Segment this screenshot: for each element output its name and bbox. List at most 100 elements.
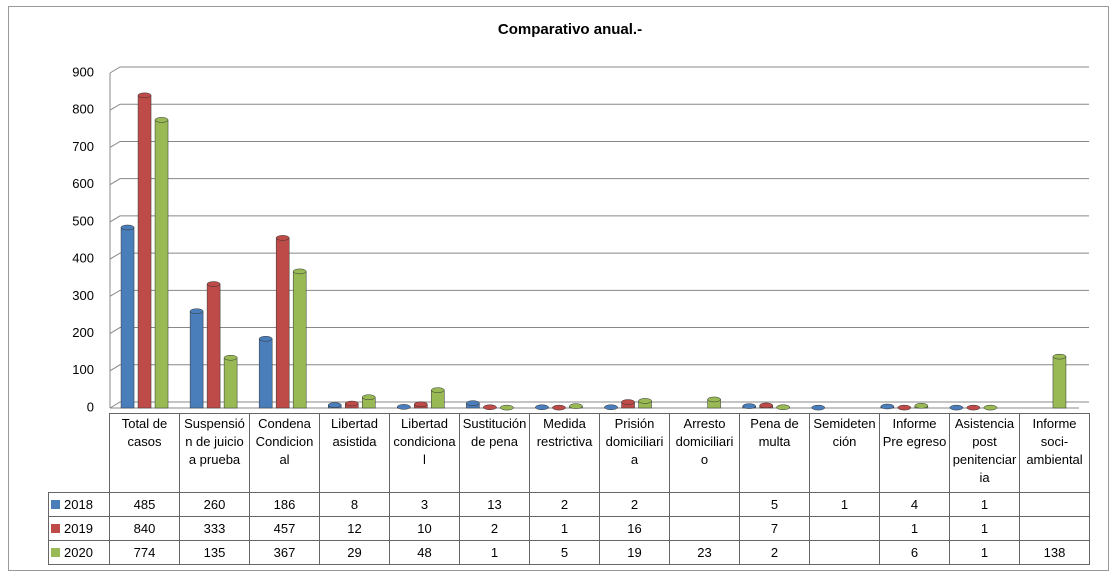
bar-cap <box>206 281 221 287</box>
series-row: 2018 485 260 186 8 3 13 2 2 5 1 4 1 <box>48 492 1090 517</box>
cat: Condena Condicional <box>249 413 320 493</box>
bar <box>707 396 721 409</box>
bar <box>120 224 135 409</box>
val: 23 <box>669 540 740 565</box>
bar <box>466 400 480 409</box>
cat: Sustitución de pena <box>459 413 530 493</box>
bar-cap <box>120 224 135 231</box>
bar <box>258 336 273 409</box>
bar-body <box>206 283 221 409</box>
cat: Prisión domiciliaria <box>599 413 670 493</box>
bar <box>880 403 895 410</box>
bar <box>189 308 204 409</box>
bar <box>604 404 618 411</box>
bar-cap <box>621 399 635 405</box>
y-tick-label: 300 <box>72 288 94 303</box>
bar-cap <box>811 404 825 411</box>
chart-title: Comparativo anual.- <box>498 21 642 38</box>
bar-cap <box>552 404 566 411</box>
bar-body <box>137 95 152 409</box>
val <box>1019 516 1090 541</box>
bar-body <box>120 227 135 409</box>
val: 10 <box>389 516 460 541</box>
bar <box>621 399 635 409</box>
cat: Informe soci-ambiental <box>1019 413 1090 493</box>
y-tick-label: 700 <box>72 139 94 154</box>
bar <box>897 404 912 411</box>
val: 3 <box>389 492 460 517</box>
bar-cap <box>397 404 411 410</box>
cat: Medida restrictiva <box>529 413 600 493</box>
val: 2 <box>529 492 600 517</box>
cat: Total de casos <box>109 413 180 493</box>
bar <box>414 401 428 409</box>
legend-label: 2019 <box>64 521 93 536</box>
val: 186 <box>249 492 320 517</box>
val: 260 <box>179 492 250 517</box>
y-tick-label: 800 <box>72 102 94 117</box>
bar-cap <box>535 404 549 411</box>
bar-cap <box>431 387 445 393</box>
ser: 2018 <box>48 492 110 517</box>
bar-cap <box>707 396 721 403</box>
bar <box>206 281 221 409</box>
val: 1 <box>879 516 950 541</box>
val <box>1019 492 1090 517</box>
bar-cap <box>154 117 169 123</box>
legend-key <box>51 524 60 533</box>
bar <box>223 355 238 409</box>
bar-cap <box>1052 353 1067 360</box>
val: 457 <box>249 516 320 541</box>
val: 485 <box>109 492 180 517</box>
bar-cap <box>137 92 152 99</box>
bar-body <box>292 271 307 409</box>
val: 1 <box>529 516 600 541</box>
bar-cap <box>759 402 773 409</box>
bar-body <box>258 338 273 409</box>
bar-cap <box>949 404 964 411</box>
val: 7 <box>739 516 810 541</box>
bar-cap <box>414 401 428 408</box>
cat: Suspensión de juicio a prueba <box>179 413 250 493</box>
val: 16 <box>599 516 670 541</box>
val: 135 <box>179 540 250 565</box>
bar-cap <box>983 404 998 411</box>
val: 840 <box>109 516 180 541</box>
cat: Pena de multa <box>739 413 810 493</box>
val: 5 <box>529 540 600 565</box>
bar-cap <box>275 235 290 241</box>
bar <box>483 404 497 411</box>
y-tick-label: 0 <box>87 399 94 414</box>
bar-cap <box>189 308 204 314</box>
val: 29 <box>319 540 390 565</box>
legend-label: 2018 <box>64 497 93 512</box>
ser: 2020 <box>48 540 110 565</box>
bar-cap <box>742 403 756 409</box>
legend-key <box>51 500 60 509</box>
val: 8 <box>319 492 390 517</box>
bar <box>983 404 998 411</box>
val: 367 <box>249 540 320 565</box>
data-table: Total de casos Suspensión de juicio a pru… <box>48 413 1090 565</box>
grid-line <box>109 289 1089 297</box>
y-tick-label: 500 <box>72 213 94 228</box>
grid-line <box>109 103 1089 111</box>
y-tick-label: 900 <box>72 64 94 79</box>
bar <box>328 402 342 409</box>
val: 19 <box>599 540 670 565</box>
val: 4 <box>879 492 950 517</box>
cat: Informe Pre egreso <box>879 413 950 493</box>
bar <box>397 404 411 410</box>
bar <box>292 268 307 409</box>
bar-body <box>223 357 238 409</box>
series-row: 2019 840 333 457 12 10 2 1 16 7 1 1 <box>48 516 1090 541</box>
cat: Arresto domiciliario <box>669 413 740 493</box>
bar <box>154 117 169 409</box>
y-tick-label: 400 <box>72 251 94 266</box>
cat: Semidetención <box>809 413 880 493</box>
val: 774 <box>109 540 180 565</box>
val <box>669 516 740 541</box>
bar-cap <box>258 336 273 342</box>
bar <box>966 404 981 411</box>
legend-label: 2020 <box>64 545 93 560</box>
